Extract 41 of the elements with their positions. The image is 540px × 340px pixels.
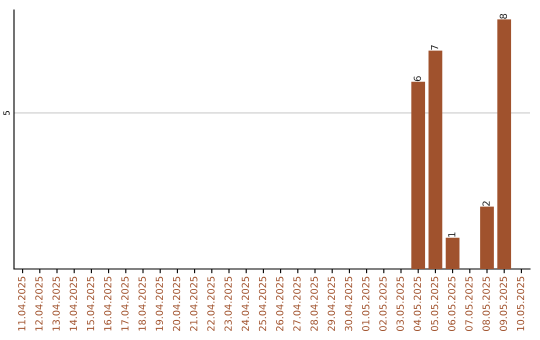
y-tick-label: 5 (3, 111, 10, 115)
data-label: 2 (482, 201, 490, 206)
x-tick-label: 16.04.2025 (104, 276, 112, 331)
bar (428, 50, 442, 269)
x-tick-label: 05.05.2025 (430, 276, 438, 331)
x-tick-label: 15.04.2025 (86, 276, 94, 331)
x-tick-label: 19.04.2025 (156, 276, 164, 331)
x-tick-label: 25.04.2025 (258, 276, 266, 331)
x-tick-label: 10.05.2025 (516, 276, 524, 331)
x-tick-label: 28.04.2025 (310, 276, 318, 331)
x-tick-label: 18.04.2025 (138, 276, 146, 331)
bar (497, 19, 512, 269)
x-tick-label: 20.04.2025 (172, 276, 180, 331)
data-label: 8 (500, 14, 508, 19)
x-tick-label: 24.04.2025 (242, 276, 250, 331)
x-tick-label: 21.04.2025 (190, 276, 198, 331)
x-tick-label: 12.04.2025 (35, 276, 43, 331)
x-tick-label: 06.05.2025 (448, 276, 456, 331)
x-tick-label: 11.04.2025 (18, 276, 26, 331)
x-tick-label: 29.04.2025 (328, 276, 336, 331)
x-tick-label: 13.04.2025 (52, 276, 60, 331)
x-tick-label: 26.04.2025 (276, 276, 284, 331)
x-tick-label: 27.04.2025 (293, 276, 301, 331)
bar (480, 206, 494, 269)
x-tick-label: 07.05.2025 (465, 276, 473, 331)
data-label: 6 (414, 76, 422, 82)
x-tick-label: 04.05.2025 (414, 276, 422, 331)
x-tick-label: 09.05.2025 (500, 276, 508, 331)
x-tick-label: 14.04.2025 (70, 276, 78, 331)
x-tick-label: 17.04.2025 (121, 276, 129, 331)
x-tick-label: 08.05.2025 (482, 276, 490, 331)
data-label: 1 (448, 232, 456, 237)
x-tick-label: 02.05.2025 (379, 276, 387, 331)
data-label: 7 (430, 45, 438, 50)
bar (411, 82, 426, 269)
x-tick-label: 22.04.2025 (207, 276, 215, 331)
x-tick-label: 23.04.2025 (224, 276, 232, 331)
bar (446, 238, 460, 269)
x-tick-label: 01.05.2025 (362, 276, 370, 331)
x-tick-label: 30.04.2025 (344, 276, 352, 331)
x-tick-label: 03.05.2025 (396, 276, 404, 331)
